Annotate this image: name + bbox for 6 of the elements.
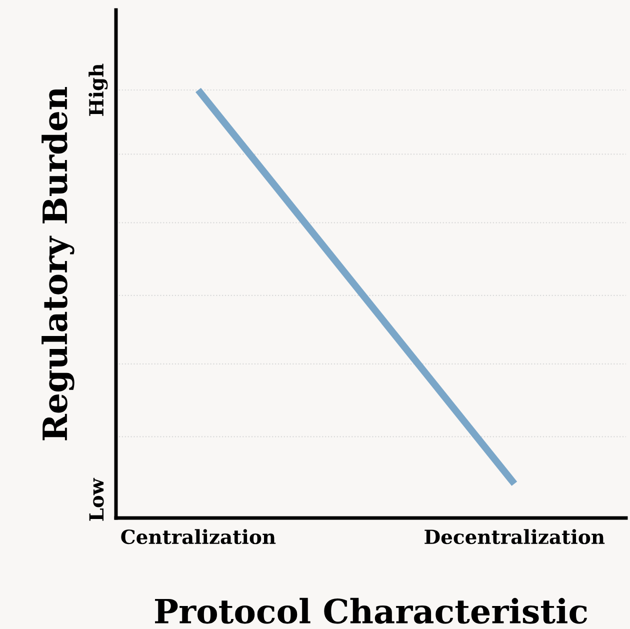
text: Low (89, 478, 104, 521)
x-axis-title: Protocol Characteristic (155, 598, 588, 624)
x-tick-label: Centralization (121, 529, 276, 544)
x-tick-label: Decentralization (424, 529, 605, 544)
text: High (88, 64, 108, 116)
y-axis-title: Regulatory Burden (42, 86, 74, 440)
